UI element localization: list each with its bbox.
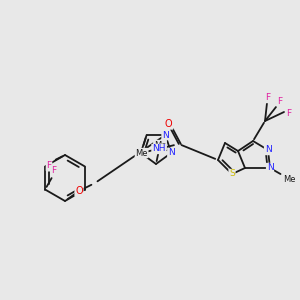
Text: F: F — [46, 161, 52, 170]
Text: Me: Me — [283, 175, 295, 184]
Text: F: F — [52, 166, 57, 175]
Text: Me: Me — [135, 148, 148, 158]
Text: F: F — [286, 109, 292, 118]
Text: S: S — [229, 169, 235, 178]
Text: N: N — [168, 148, 175, 158]
Text: N: N — [162, 130, 169, 140]
Text: O: O — [165, 119, 172, 129]
Text: F: F — [278, 98, 283, 106]
Text: Me: Me — [154, 140, 166, 149]
Text: O: O — [75, 186, 83, 196]
Text: N: N — [265, 146, 272, 154]
Text: F: F — [266, 94, 271, 103]
Text: NH: NH — [152, 144, 166, 153]
Text: N: N — [267, 164, 273, 172]
